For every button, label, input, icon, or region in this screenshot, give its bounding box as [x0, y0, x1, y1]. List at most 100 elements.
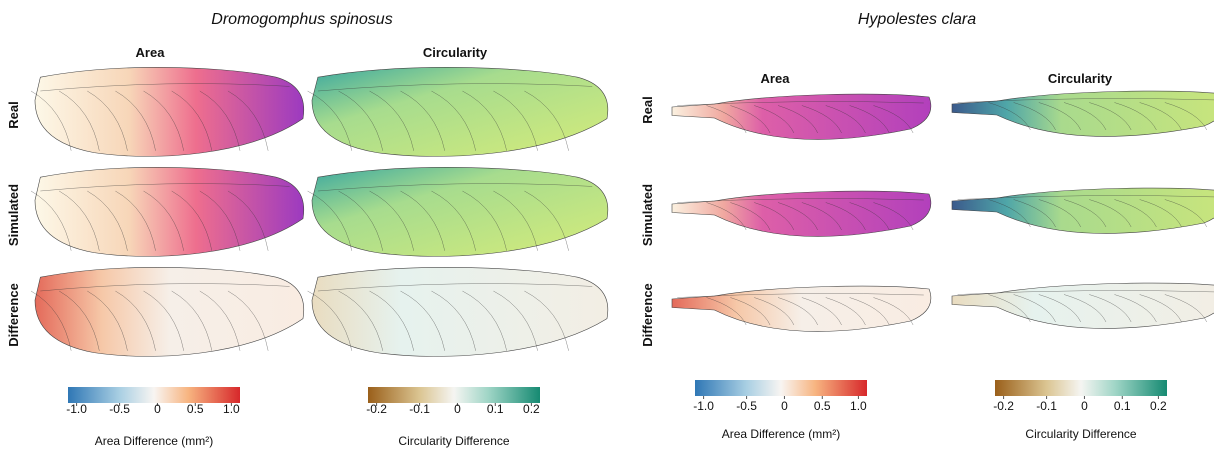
colorbar-tick-label: 0	[454, 402, 461, 416]
colorbar	[995, 380, 1167, 396]
wing-vein	[1114, 199, 1157, 228]
wing-vein	[706, 297, 747, 326]
colorbar-tick-label: 0.1	[1114, 399, 1131, 413]
wing-shape	[951, 187, 1214, 234]
wing-vein	[754, 297, 795, 326]
wing-vein	[30, 290, 72, 351]
wing-vein	[1089, 199, 1132, 228]
wing-vein	[307, 190, 353, 251]
row-label: Difference	[640, 283, 655, 347]
wing-shape	[311, 167, 609, 257]
wing-vein	[462, 290, 507, 351]
row-label: Simulated	[6, 184, 21, 246]
colorbar-tick-label: 0.1	[487, 402, 504, 416]
wing-vein	[338, 290, 384, 351]
colorbar-tick-label: 0.2	[1150, 399, 1167, 413]
colorbar-label: Circularity Difference	[398, 434, 509, 448]
row-label: Real	[6, 101, 21, 128]
row-label: Real	[640, 96, 655, 123]
wing-vein	[369, 290, 415, 351]
column-header: Area	[761, 71, 791, 86]
wing-vein	[524, 290, 569, 351]
wing-vein	[777, 105, 818, 134]
wing-shape	[311, 267, 609, 357]
colorbar-tick-label: -0.5	[736, 399, 757, 413]
wing-vein	[957, 290, 1214, 295]
wing-vein	[227, 90, 269, 151]
colorbar-label: Area Difference (mm²)	[722, 427, 840, 441]
wing-vein	[825, 202, 866, 231]
wing-vein	[706, 105, 747, 134]
wing-vein	[171, 90, 213, 151]
colorbar-tick-label: 0	[1081, 399, 1088, 413]
wing-vein	[40, 183, 290, 192]
wing-vein	[1063, 102, 1107, 131]
wing	[671, 93, 932, 140]
colorbar-label: Circularity Difference	[1025, 427, 1136, 441]
panel-title: Dromogomphus spinosus	[211, 11, 392, 28]
wing	[307, 167, 609, 257]
wing-shape	[671, 93, 932, 140]
wing-vein	[849, 202, 890, 231]
wing-vein	[317, 83, 593, 92]
wing-vein	[754, 105, 795, 134]
wing-vein	[338, 190, 384, 251]
wing-shape	[951, 90, 1214, 137]
wing-vein	[1139, 102, 1182, 131]
colorbar-label: Area Difference (mm²)	[95, 434, 213, 448]
wing	[30, 167, 305, 257]
wing-vein	[677, 101, 924, 106]
row-label: Simulated	[640, 184, 655, 246]
wing-vein	[317, 183, 593, 192]
wing-vein	[87, 290, 128, 351]
colorbar-tick-label: -1.0	[693, 399, 714, 413]
wing-vein	[143, 90, 184, 151]
wing-vein	[524, 90, 569, 151]
colorbar-tick-label: 0	[154, 402, 161, 416]
wing-vein	[825, 105, 866, 134]
colorbar-tick-label: -1.0	[66, 402, 87, 416]
wing-vein	[677, 293, 924, 298]
panel-title: Hypolestes clara	[858, 11, 976, 28]
wing-vein	[1164, 199, 1208, 228]
wing-vein	[431, 190, 476, 251]
column-header: Circularity	[423, 45, 488, 60]
wing-vein	[1139, 294, 1182, 323]
wing-vein	[369, 90, 415, 151]
wing-vein	[493, 290, 538, 351]
wing-vein	[957, 195, 1214, 200]
wing-vein	[400, 290, 445, 351]
wing-vein	[1139, 199, 1182, 228]
wing-shape	[311, 67, 609, 157]
wing-vein	[730, 105, 771, 134]
wing	[30, 267, 305, 357]
wing-vein	[493, 190, 538, 251]
wing-vein	[873, 202, 914, 231]
wing-shape	[951, 282, 1214, 329]
wing-vein	[400, 190, 445, 251]
wing	[307, 267, 609, 357]
wing-vein	[1013, 294, 1056, 323]
colorbar-tick-label: 0.5	[814, 399, 831, 413]
wing-vein	[677, 198, 924, 203]
wing-vein	[801, 105, 842, 134]
wing-shape	[34, 267, 305, 357]
wing-vein	[754, 202, 795, 231]
wing-vein	[317, 283, 593, 292]
wing-vein	[730, 297, 771, 326]
wing-vein	[307, 90, 353, 151]
colorbar	[368, 387, 540, 403]
wing	[951, 187, 1214, 234]
wing-shape	[34, 167, 305, 257]
wing-vein	[30, 190, 72, 251]
wing	[951, 90, 1214, 137]
wing-vein	[849, 297, 890, 326]
wing-vein	[307, 290, 353, 351]
wing-vein	[493, 90, 538, 151]
wing-vein	[801, 297, 842, 326]
wing-vein	[730, 202, 771, 231]
wing-vein	[1038, 199, 1082, 228]
wing-vein	[431, 290, 476, 351]
colorbar-tick-label: 0	[781, 399, 788, 413]
